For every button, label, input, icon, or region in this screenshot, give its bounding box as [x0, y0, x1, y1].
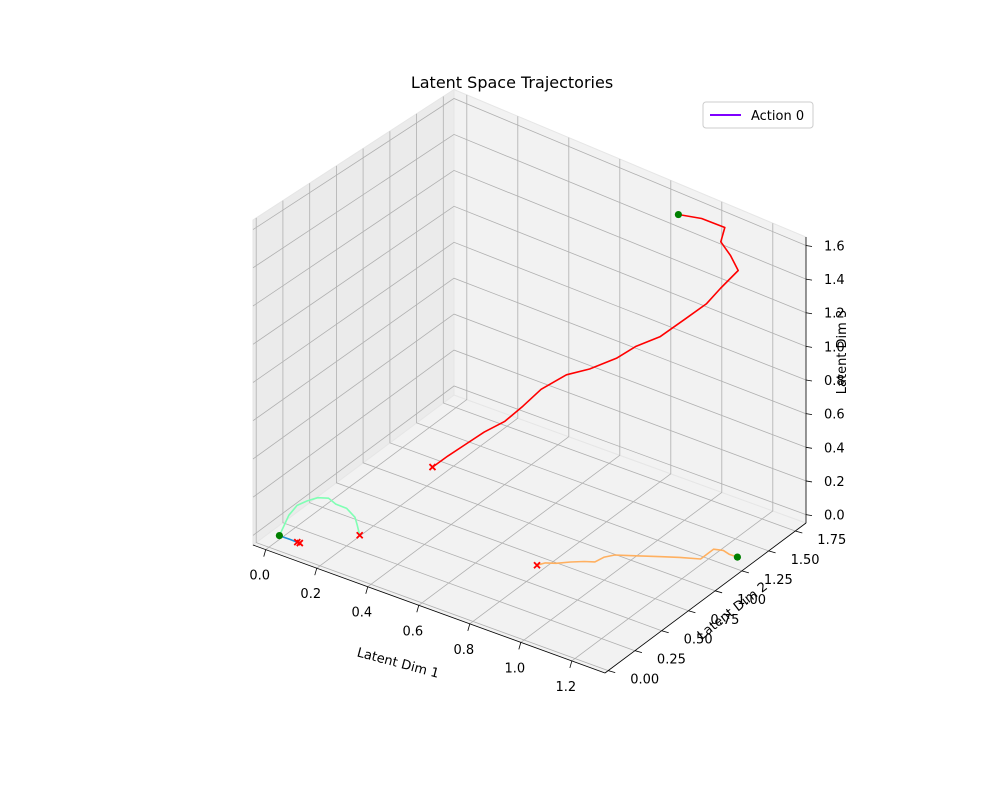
z-tick-4	[805, 379, 813, 382]
x-grid-line-4	[469, 180, 672, 625]
y-grid-line-4	[362, 148, 716, 592]
z-tick-label-1: 0.2	[824, 475, 845, 490]
z-tick-6	[805, 312, 813, 315]
y-grid-line-6	[416, 113, 769, 552]
z-grid-line-1	[252, 349, 807, 498]
z-tick-label-5: 1.0	[824, 340, 845, 355]
chart-title: Latent Space Trajectories	[411, 73, 613, 92]
x-grid-line-2	[367, 137, 570, 588]
grid-lines	[252, 94, 807, 671]
y-tick-label-6: 1.50	[791, 553, 820, 568]
z-grid-line-2	[252, 313, 807, 460]
z-tick-3	[805, 413, 813, 416]
z-tick-label-3: 0.6	[824, 408, 845, 423]
x-tick-label-1: 0.2	[300, 587, 321, 602]
y-tick-3	[688, 610, 696, 614]
x-tick-0	[263, 549, 267, 557]
y-tick-4	[715, 590, 723, 594]
x-axis-line	[252, 544, 606, 674]
y-tick-label-3: 0.75	[710, 613, 739, 628]
trajectory-line-2	[536, 548, 738, 566]
x-tick-3	[416, 605, 420, 613]
z-tick-label-2: 0.4	[824, 441, 845, 456]
z-grid-line-0	[252, 385, 807, 536]
z-tick-label-7: 1.4	[824, 273, 845, 288]
z-tick-label-8: 1.6	[824, 239, 845, 254]
y-grid-line-0	[255, 217, 609, 671]
trajectory-markers	[275, 210, 742, 569]
x-tick-2	[365, 586, 369, 594]
z-tick-8	[805, 245, 813, 247]
z-grid-line-6	[252, 169, 807, 314]
y-tick-1	[634, 650, 643, 654]
z-tick-5	[805, 345, 813, 348]
end-marker-1	[296, 539, 304, 547]
y-grid-line-5	[389, 131, 743, 572]
y-tick-2	[661, 630, 669, 634]
legend-box	[702, 101, 814, 129]
trajectory-line-3	[432, 213, 740, 468]
z-tick-2	[805, 446, 813, 449]
end-marker-4	[428, 463, 437, 471]
z-grid-line-8	[252, 98, 807, 246]
x-tick-label-3: 0.6	[402, 624, 423, 639]
y-tick-label-0: 0.00	[630, 673, 659, 688]
start-marker-0	[275, 532, 284, 540]
x-tick-label-2: 0.4	[351, 606, 372, 621]
z-grid-line-5	[252, 205, 807, 347]
y-tick-0	[608, 670, 616, 673]
end-marker-2	[356, 531, 364, 539]
z-grid-line-3	[252, 277, 807, 422]
z-tick-label-0: 0.0	[824, 509, 845, 524]
x-grid-line-6	[571, 223, 774, 662]
y-tick-label-5: 1.25	[764, 573, 793, 588]
start-marker-2	[674, 210, 682, 219]
legend: Action 0	[702, 101, 814, 129]
x-tick-4	[467, 623, 471, 631]
x-tick-label-5: 1.0	[504, 661, 525, 676]
z-tick-1	[805, 480, 813, 483]
y-tick-label-7: 1.75	[817, 533, 846, 548]
x-grid-line-3	[418, 159, 621, 606]
z-tick-0	[805, 514, 813, 516]
x-grid-line-5	[520, 201, 723, 643]
y-grid-line-2	[309, 183, 662, 632]
y-tick-5	[741, 570, 749, 574]
y-tick-label-4: 1.00	[737, 593, 766, 608]
tick-labels: 0.0 0.2 0.4 0.6 0.8 1.0 1.2 0.00 0.25 0.50 0.75 1.0…	[249, 239, 846, 694]
x-tick-6	[569, 660, 573, 669]
z-tick-label-6: 1.2	[824, 307, 845, 322]
trajectory-line-1	[278, 496, 361, 536]
x-tick-5	[518, 642, 522, 650]
z-axis-label: Latent Dim 3	[835, 310, 850, 394]
y-tick-7	[795, 530, 803, 534]
y-axis-line	[604, 522, 807, 674]
z-tick-label-4: 0.8	[824, 374, 845, 389]
trajectory-series	[278, 213, 740, 566]
z-tick-7	[805, 278, 813, 281]
start-marker-1	[733, 553, 742, 561]
x-tick-1	[314, 568, 318, 576]
z-grid-line-4	[252, 241, 807, 383]
y-grid-line-7	[442, 96, 796, 532]
z-grid-line-7	[252, 133, 807, 280]
y-grid-line-1	[282, 200, 636, 652]
y-grid-line-3	[335, 165, 689, 612]
end-marker-3	[533, 561, 541, 569]
y-tick-6	[768, 550, 776, 554]
x-tick-label-4: 0.8	[453, 643, 474, 658]
x-grid-line-1	[316, 116, 519, 569]
y-tick-label-2: 0.50	[684, 633, 713, 648]
y-tick-label-1: 0.25	[657, 653, 686, 668]
x-tick-label-0: 0.0	[249, 569, 270, 584]
x-grid-line-0	[265, 94, 468, 550]
x-tick-label-6: 1.2	[555, 680, 576, 695]
legend-label-action-0: Action 0	[751, 109, 804, 124]
